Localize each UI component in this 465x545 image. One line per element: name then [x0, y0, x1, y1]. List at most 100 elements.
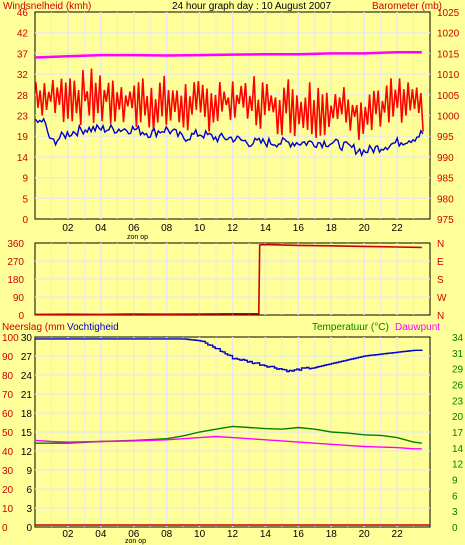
rain-tick-label: 9	[26, 466, 32, 477]
x-annotation-sunrise-1: zon op	[127, 234, 148, 241]
compass-tick-label: N	[437, 239, 444, 250]
left-tick-label: 0	[22, 215, 28, 226]
rain-tick-label: 6	[26, 485, 32, 496]
panel-humidity-temperature: 0102030405060708090100036912151821242730…	[2, 322, 464, 545]
rain-tick-label: 3	[26, 504, 32, 515]
right-tick-label: 1010	[437, 70, 460, 81]
x-tick-label: 18	[326, 529, 338, 540]
right-tick-label: 1025	[437, 8, 460, 19]
compass-tick-label: N	[437, 311, 444, 322]
rain-tick-label: 18	[21, 409, 33, 420]
left-tick-label: 23	[17, 112, 29, 123]
x-tick-label: 16	[293, 529, 305, 540]
series-wind-gust-line	[35, 68, 424, 140]
x-annotation-sunrise-2: zon op	[125, 538, 146, 545]
left-tick-label: 37	[17, 49, 29, 60]
right-axis-label-temperature: Temperatuur (°C)	[312, 322, 389, 333]
x-tick-label: 14	[260, 529, 272, 540]
temperature-tick-label: 34	[452, 333, 464, 344]
x-tick-label: 12	[227, 529, 239, 540]
rain-tick-label: 12	[21, 447, 33, 458]
humidity-tick-label: 50	[2, 428, 14, 439]
compass-tick-label: S	[437, 275, 444, 286]
panel-2-grid	[35, 243, 430, 315]
x-tick-label: 04	[95, 223, 107, 234]
compass-tick-label: E	[437, 257, 444, 268]
panel-2-series	[34, 243, 422, 316]
right-axis-label-barometer: Barometer (mb)	[372, 1, 442, 12]
left-tick-label: 9	[22, 174, 28, 185]
temperature-tick-label: 6	[452, 491, 458, 502]
temperature-tick-label: 14	[452, 444, 464, 455]
direction-tick-label: 360	[7, 239, 24, 250]
left-tick-label: 32	[17, 70, 29, 81]
x-tick-label: 20	[359, 223, 371, 234]
x-tick-label: 08	[161, 529, 173, 540]
humidity-tick-label: 100	[2, 333, 19, 344]
x-tick-label: 02	[62, 529, 74, 540]
rain-tick-label: 21	[21, 390, 33, 401]
left-tick-label: 19	[17, 132, 29, 143]
panel-3-series	[34, 338, 430, 526]
right-tick-label: 995	[437, 132, 454, 143]
x-tick-label: 10	[194, 223, 206, 234]
x-tick-label: 06	[128, 223, 140, 234]
compass-tick-label: W	[437, 293, 447, 304]
panel-wind-barometer: 0 5 9 14 19 23 28 32 37 42 46 975 980 985 990 995 1000 10…	[3, 1, 460, 241]
right-tick-label: 1020	[437, 29, 460, 40]
rain-tick-label: 0	[26, 523, 32, 534]
right-tick-label: 990	[437, 153, 454, 164]
x-tick-label: 08	[161, 223, 173, 234]
right-axis-label-dewpoint: Dauwpunt	[395, 322, 440, 333]
humidity-tick-label: 60	[2, 409, 14, 420]
temperature-tick-label: 26	[452, 381, 464, 392]
direction-tick-label: 90	[13, 293, 25, 304]
x-tick-label: 22	[392, 223, 404, 234]
x-tick-label: 10	[194, 529, 206, 540]
x-tick-label: 12	[227, 223, 239, 234]
humidity-tick-label: 20	[2, 485, 14, 496]
left-tick-label: 28	[17, 91, 29, 102]
left-tick-label: 5	[22, 194, 28, 205]
series-barometer-line	[34, 50, 422, 59]
right-tick-label: 1015	[437, 49, 460, 60]
direction-tick-label: 180	[7, 275, 24, 286]
panel-1-tick-labels: 0 5 9 14 19 23 28 32 37 42 46 975 980 985 990 995 1000 10…	[17, 8, 460, 234]
temperature-tick-label: 20	[452, 412, 464, 423]
direction-tick-label: 0	[18, 311, 24, 322]
humidity-tick-label: 40	[2, 447, 14, 458]
right-tick-label: 1005	[437, 91, 460, 102]
panel-3-tick-labels: 0102030405060708090100036912151821242730…	[2, 333, 464, 540]
x-tick-label: 22	[392, 529, 404, 540]
temperature-tick-label: 17	[452, 428, 464, 439]
x-tick-label: 18	[326, 223, 338, 234]
rain-tick-label: 24	[21, 371, 33, 382]
temperature-tick-label: 31	[452, 349, 464, 360]
x-tick-label: 14	[260, 223, 272, 234]
right-tick-label: 1000	[437, 112, 460, 123]
left-axis-label-rain: Neerslag (mm	[2, 322, 65, 333]
panel-1-series	[34, 50, 424, 158]
humidity-tick-label: 0	[2, 523, 8, 534]
rain-tick-label: 27	[21, 352, 33, 363]
humidity-tick-label: 70	[2, 390, 14, 401]
humidity-tick-label: 30	[2, 466, 14, 477]
humidity-tick-label: 10	[2, 504, 14, 515]
right-tick-label: 980	[437, 194, 454, 205]
x-tick-label: 16	[293, 223, 305, 234]
x-tick-label: 02	[62, 223, 74, 234]
humidity-tick-label: 80	[2, 371, 14, 382]
temperature-tick-label: 0	[452, 523, 458, 534]
temperature-tick-label: 12	[452, 460, 464, 471]
left-axis-label-wind: Windsnelheid (kmh)	[3, 1, 91, 12]
series-dewpoint-line	[34, 435, 422, 450]
rain-tick-label: 30	[21, 333, 33, 344]
rain-tick-label: 15	[21, 428, 33, 439]
left-axis-label-humidity: Vochtigheid	[67, 322, 119, 333]
x-tick-label: 04	[95, 529, 107, 540]
temperature-tick-label: 3	[452, 507, 458, 518]
x-tick-label: 20	[359, 529, 371, 540]
series-wind-average-line	[35, 117, 424, 158]
